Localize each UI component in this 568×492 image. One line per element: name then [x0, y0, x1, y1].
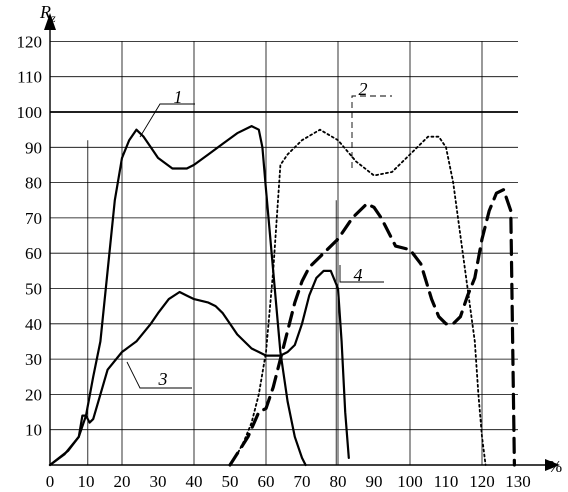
x-axis-arrow	[545, 459, 560, 471]
x-tick-label: 100	[397, 472, 423, 491]
series-line-2	[229, 128, 487, 466]
y-tick-label: 10	[25, 421, 42, 440]
x-tick-label: 70	[294, 472, 311, 491]
annotation-label: 3	[158, 369, 168, 389]
x-tick-label: 40	[186, 472, 203, 491]
y-tick-label: 80	[25, 174, 42, 193]
annotation-leader	[351, 95, 392, 168]
y-axis-arrow	[44, 13, 56, 30]
x-tick-label: 30	[150, 472, 167, 491]
y-tick-label: 30	[25, 350, 42, 369]
axes	[44, 13, 560, 471]
series-line-3	[48, 269, 350, 467]
annotation-leader	[139, 103, 195, 138]
x-axis-label: %	[548, 457, 562, 476]
series	[48, 125, 516, 467]
series-line-4	[228, 188, 516, 467]
x-tick-label: 10	[78, 472, 95, 491]
y-tick-label: 90	[25, 138, 42, 157]
series-line-1	[48, 125, 307, 467]
y-tick-label: 100	[17, 103, 43, 122]
x-tick-label: 50	[222, 472, 239, 491]
x-tick-label: 80	[330, 472, 347, 491]
x-tick-label: 60	[258, 472, 275, 491]
annotation-leader	[339, 265, 384, 283]
annotations: 1 2 3 4	[126, 79, 392, 389]
y-tick-label: 20	[25, 385, 42, 404]
annotation-label: 1	[174, 87, 183, 107]
tick-labels: 10 20 30 40 50 60 70 80 90 100 110 120 0 10 20 30 40 50 60…	[17, 32, 531, 491]
y-tick-label: 110	[17, 68, 42, 87]
x-tick-label: 110	[434, 472, 459, 491]
x-tick-label: 130	[505, 472, 531, 491]
y-tick-label: 60	[25, 244, 42, 263]
grid	[50, 41, 518, 465]
annotation-leader	[126, 361, 192, 389]
x-tick-label: 0	[46, 472, 55, 491]
y-tick-label: 70	[25, 209, 42, 228]
y-axis-label: Rz	[39, 2, 56, 25]
annotation-label: 4	[354, 265, 363, 285]
y-tick-label: 50	[25, 280, 42, 299]
annotation-label: 2	[359, 79, 368, 99]
y-tick-label: 120	[17, 32, 43, 51]
x-tick-label: 120	[469, 472, 495, 491]
x-tick-label: 90	[366, 472, 383, 491]
y-tick-label: 40	[25, 315, 42, 334]
x-tick-label: 20	[114, 472, 131, 491]
